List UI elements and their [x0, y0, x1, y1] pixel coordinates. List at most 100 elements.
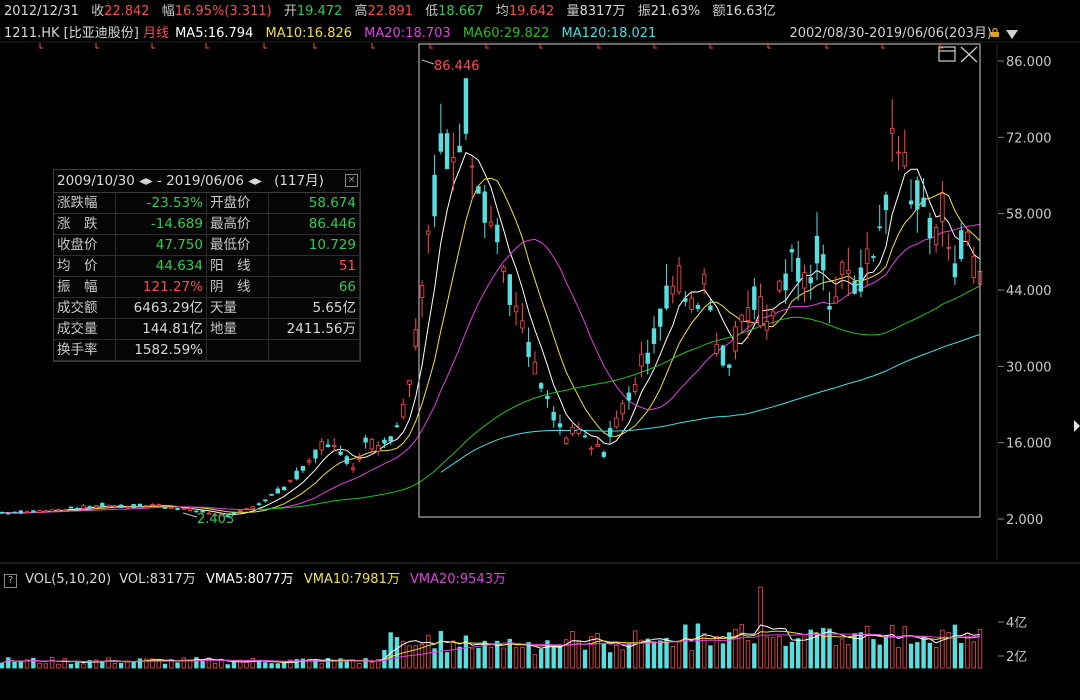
volume-bar	[890, 624, 895, 669]
volume-bar	[789, 641, 795, 669]
candle-body	[137, 503, 143, 508]
candle-body	[319, 441, 324, 451]
open-value: 19.472	[296, 4, 343, 19]
candle-body	[513, 305, 519, 313]
period-marker	[485, 43, 489, 49]
volume-bar	[118, 663, 124, 669]
volume-bar	[770, 637, 776, 669]
chevron-down-icon[interactable]	[1006, 30, 1018, 39]
candle-body	[426, 230, 431, 235]
candle-body	[194, 510, 199, 513]
candle-body	[12, 511, 17, 514]
volume-bar	[269, 663, 274, 669]
candle-body	[206, 512, 212, 515]
candle-body	[231, 512, 237, 515]
stats-period[interactable]: 2009/10/30 ◂▸ - 2019/06/06 ◂▸	[57, 173, 262, 189]
candle-body	[394, 425, 400, 428]
candle-body	[118, 504, 124, 508]
candle-body	[921, 197, 926, 207]
candle-body	[908, 200, 914, 205]
candle-body	[238, 509, 243, 512]
volume-bar	[451, 640, 456, 669]
candle-body	[281, 486, 287, 491]
close-icon[interactable]: ×	[345, 174, 358, 187]
volume-bar	[338, 658, 343, 669]
period-label[interactable]: 月线	[142, 26, 169, 41]
candle-body	[106, 505, 111, 508]
stats-key: 涨 跌	[54, 213, 116, 235]
volume-bar	[795, 638, 801, 669]
stock-name[interactable]: 1211.HK [比亚迪股份]	[4, 26, 139, 41]
selection-window-icons[interactable]	[938, 46, 978, 63]
stats-key: 成交量	[54, 318, 116, 340]
volume-bar	[664, 637, 669, 669]
lock-icon[interactable]	[990, 28, 1000, 37]
restore-icon[interactable]	[938, 46, 956, 62]
period-marker	[313, 43, 317, 49]
volume-bar	[557, 645, 563, 669]
stats-value: 58.674	[268, 193, 361, 214]
candle-body	[112, 505, 118, 508]
help-icon[interactable]: ?	[4, 574, 17, 588]
candle-body	[49, 509, 55, 512]
volume-bar	[821, 627, 826, 669]
candle-body	[795, 257, 801, 282]
volume-bar	[827, 628, 832, 669]
volume-bar	[482, 640, 487, 669]
volume-bar	[658, 640, 663, 669]
volume-bar	[676, 640, 682, 669]
candle-body	[269, 493, 274, 496]
price-tick-label: 44.000	[1006, 284, 1052, 299]
price-tick-label: 2.000	[1006, 513, 1043, 528]
candle-body	[275, 488, 281, 494]
candle-body	[125, 506, 130, 509]
candle-body	[952, 263, 958, 278]
volume-bar	[357, 663, 362, 669]
stats-key: 最高价	[206, 213, 269, 235]
stats-value: 2411.56万	[268, 318, 361, 340]
candle-body	[971, 255, 976, 278]
price-tick-label: 30.000	[1006, 360, 1052, 375]
candle-body	[187, 508, 193, 511]
volume-bar	[469, 648, 475, 669]
volume-bar	[689, 650, 694, 669]
candle-body	[739, 314, 744, 322]
volume-bar	[457, 646, 462, 669]
stats-row: 换手率 1582.59%	[54, 339, 361, 361]
candle-body	[570, 426, 575, 435]
volume-bar	[37, 662, 42, 669]
stats-row: 成交额 6463.29亿 天量 5.65亿	[54, 297, 361, 319]
stats-key: 均 价	[54, 255, 116, 277]
interval-selection-rect[interactable]	[418, 43, 981, 518]
candle-body	[143, 504, 149, 507]
ma10-line	[1, 177, 981, 514]
volume-bar	[250, 657, 255, 669]
candle-body	[890, 127, 895, 134]
low-annotation: 2.403	[197, 512, 234, 527]
candle-body	[701, 273, 707, 285]
volume-bar	[695, 623, 701, 669]
stats-value: 1582.59%	[115, 339, 207, 361]
vma10-value: VMA10:7981万	[303, 572, 400, 587]
candle-body	[526, 341, 531, 357]
candle-body	[852, 280, 857, 294]
vma20-line	[1, 633, 981, 664]
candle-body	[727, 364, 732, 368]
period-marker	[597, 43, 601, 49]
candle-body	[263, 499, 268, 502]
volume-bar	[281, 662, 287, 669]
period-marker	[539, 43, 543, 49]
candle-body	[821, 254, 826, 271]
candle-body	[382, 439, 387, 444]
period-marker	[709, 43, 713, 49]
volume-bar	[958, 642, 964, 669]
volume-bar	[908, 643, 914, 669]
right-edge-arrow-icon[interactable]	[1074, 420, 1080, 432]
volume-bar	[507, 638, 513, 669]
volume-bar	[620, 649, 625, 669]
volume-bar	[639, 639, 644, 669]
candle-body	[632, 384, 638, 392]
candle-body	[733, 326, 738, 352]
volume-bar	[902, 626, 907, 669]
